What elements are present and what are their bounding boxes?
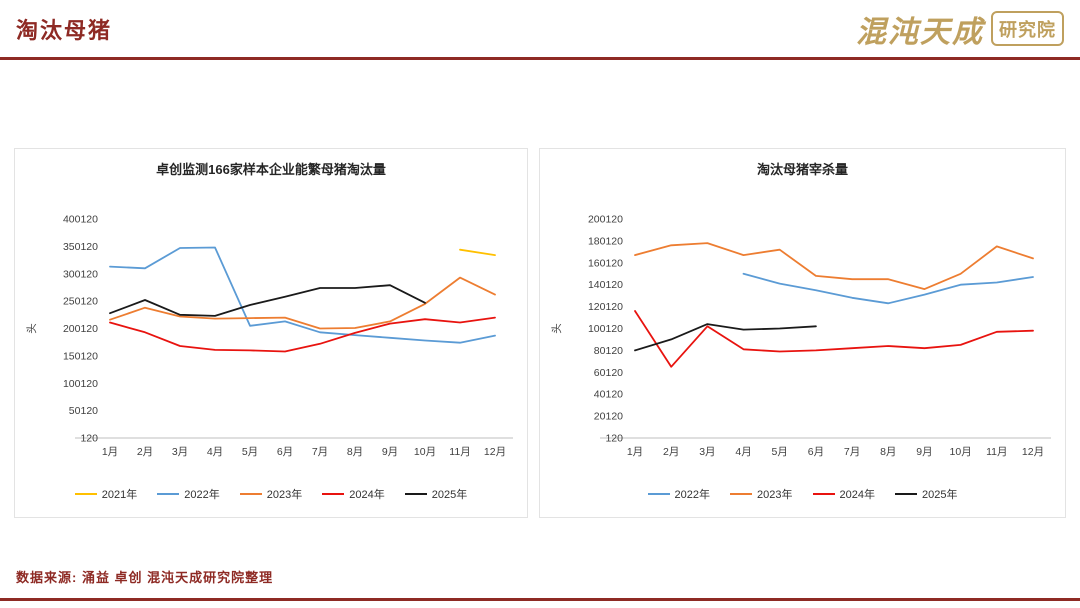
svg-text:5月: 5月 bbox=[242, 446, 258, 458]
legend-item: 2022年 bbox=[647, 486, 711, 502]
svg-text:头: 头 bbox=[26, 323, 38, 334]
svg-text:20120: 20120 bbox=[594, 411, 623, 423]
svg-text:200120: 200120 bbox=[63, 323, 98, 335]
svg-text:11月: 11月 bbox=[449, 446, 470, 458]
svg-text:4月: 4月 bbox=[735, 446, 751, 458]
legend-item: 2021年 bbox=[74, 486, 138, 502]
legend-label: 2021年 bbox=[101, 489, 138, 501]
legend-item: 2022年 bbox=[157, 486, 220, 502]
legend-label: 2023年 bbox=[757, 489, 793, 501]
legend-swatch bbox=[894, 492, 917, 496]
legend-swatch bbox=[647, 492, 670, 496]
legend-swatch bbox=[322, 492, 345, 496]
svg-text:3月: 3月 bbox=[172, 446, 188, 458]
legend-item: 2025年 bbox=[404, 486, 468, 502]
header-divider bbox=[0, 57, 1080, 60]
chart-title: 淘汰母猪宰杀量 bbox=[756, 162, 848, 177]
svg-text:50120: 50120 bbox=[69, 405, 98, 417]
svg-text:120: 120 bbox=[80, 433, 98, 445]
svg-text:100120: 100120 bbox=[63, 378, 98, 390]
svg-text:6月: 6月 bbox=[277, 446, 293, 458]
svg-text:8月: 8月 bbox=[880, 446, 896, 458]
legend-label: 2022年 bbox=[184, 489, 220, 501]
svg-text:1月: 1月 bbox=[102, 446, 118, 458]
legend-label: 2025年 bbox=[921, 489, 958, 501]
chart-box-slaughter-volume: 淘汰母猪宰杀量 200120 180120 160120 140120 120120 10… bbox=[539, 148, 1066, 518]
svg-text:9月: 9月 bbox=[916, 446, 932, 458]
legend-swatch bbox=[404, 492, 427, 496]
brand-logo-badge: 研究院 bbox=[991, 11, 1064, 46]
legend-item: 2025年 bbox=[894, 486, 958, 502]
svg-text:300120: 300120 bbox=[63, 268, 98, 280]
svg-text:5月: 5月 bbox=[772, 446, 788, 458]
svg-text:8月: 8月 bbox=[347, 446, 363, 458]
line-chart-slaughter-volume: 200120 180120 160120 140120 120120 100120 8012… bbox=[540, 185, 1065, 470]
legend-label: 2024年 bbox=[349, 489, 385, 501]
svg-text:3月: 3月 bbox=[699, 446, 715, 458]
svg-text:12月: 12月 bbox=[484, 446, 506, 458]
svg-text:头: 头 bbox=[551, 323, 563, 334]
chart-legend: 2021年 2022年 2023年 2024年 2025年 bbox=[15, 486, 527, 502]
line-chart-cull-volume: 400120 350120 300120 250120 200120 150120 1001… bbox=[15, 185, 527, 470]
data-source: 数据来源: 涌益 卓创 混沌天成研究院整理 bbox=[16, 570, 274, 585]
legend-label: 2023年 bbox=[266, 489, 303, 501]
svg-text:80120: 80120 bbox=[594, 345, 623, 357]
footer: 数据来源: 涌益 卓创 混沌天成研究院整理 bbox=[16, 567, 273, 586]
svg-text:100120: 100120 bbox=[588, 323, 623, 335]
svg-text:2月: 2月 bbox=[137, 446, 153, 458]
legend-item: 2024年 bbox=[812, 486, 875, 502]
legend-item: 2023年 bbox=[239, 486, 303, 502]
svg-text:160120: 160120 bbox=[588, 257, 623, 269]
chart-title: 卓创监测166家样本企业能繁母猪淘汰量 bbox=[156, 162, 386, 177]
chart-box-cull-volume: 卓创监测166家样本企业能繁母猪淘汰量 400120 350120 300120 25… bbox=[14, 148, 528, 518]
page-title: 淘汰母猪 bbox=[16, 17, 113, 43]
svg-text:350120: 350120 bbox=[63, 241, 98, 253]
footer-divider bbox=[0, 598, 1080, 601]
svg-text:140120: 140120 bbox=[588, 279, 623, 291]
svg-text:60120: 60120 bbox=[594, 367, 623, 379]
legend-item: 2024年 bbox=[322, 486, 385, 502]
svg-text:6月: 6月 bbox=[808, 446, 824, 458]
charts-row: 卓创监测166家样本企业能繁母猪淘汰量 400120 350120 300120 25… bbox=[14, 148, 1066, 518]
legend-item: 2023年 bbox=[730, 486, 793, 502]
svg-text:10月: 10月 bbox=[414, 446, 436, 458]
svg-text:250120: 250120 bbox=[63, 296, 98, 308]
svg-text:9月: 9月 bbox=[382, 446, 398, 458]
svg-text:150120: 150120 bbox=[63, 350, 98, 362]
svg-text:200120: 200120 bbox=[588, 214, 623, 226]
svg-text:7月: 7月 bbox=[312, 446, 328, 458]
legend-swatch bbox=[730, 492, 753, 496]
svg-text:120120: 120120 bbox=[588, 301, 623, 313]
brand-logo: 混沌天成 研究院 bbox=[856, 7, 1064, 51]
legend-label: 2024年 bbox=[839, 489, 875, 501]
legend-swatch bbox=[239, 492, 262, 496]
legend-label: 2022年 bbox=[674, 489, 711, 501]
svg-text:7月: 7月 bbox=[844, 446, 860, 458]
legend-swatch bbox=[74, 492, 97, 496]
legend-swatch bbox=[157, 492, 180, 496]
legend-swatch bbox=[812, 492, 835, 496]
svg-text:180120: 180120 bbox=[588, 235, 623, 247]
header: 淘汰母猪 混沌天成 研究院 bbox=[0, 0, 1080, 57]
svg-text:12月: 12月 bbox=[1022, 446, 1044, 458]
svg-text:10月: 10月 bbox=[950, 446, 972, 458]
svg-text:40120: 40120 bbox=[594, 389, 623, 401]
legend-label: 2025年 bbox=[431, 489, 468, 501]
svg-text:4月: 4月 bbox=[207, 446, 223, 458]
svg-text:1月: 1月 bbox=[627, 446, 643, 458]
brand-logo-text: 混沌天成 bbox=[856, 14, 984, 50]
svg-text:120: 120 bbox=[605, 433, 623, 445]
chart-legend: 2022年 2023年 2024年 2025年 bbox=[540, 486, 1065, 502]
svg-text:11月: 11月 bbox=[986, 446, 1007, 458]
svg-text:2月: 2月 bbox=[663, 446, 679, 458]
svg-text:400120: 400120 bbox=[63, 214, 98, 226]
